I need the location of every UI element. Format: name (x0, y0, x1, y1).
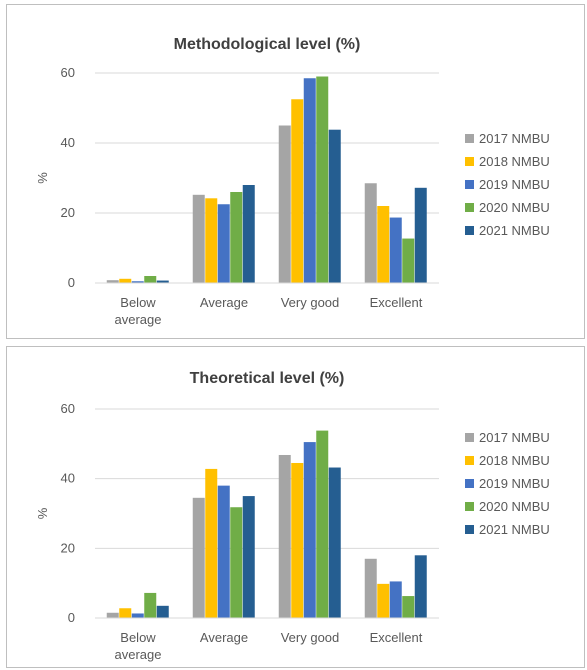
bar (402, 596, 415, 618)
bar (106, 612, 119, 618)
legend-label: 2017 NMBU (479, 131, 550, 146)
bar (316, 430, 329, 618)
bar (414, 187, 427, 283)
x-tick-label: Very good (281, 295, 340, 310)
bar (230, 192, 243, 283)
bar (242, 185, 255, 283)
legend-label: 2021 NMBU (479, 223, 550, 238)
legend-swatch (465, 433, 474, 442)
bar (156, 605, 169, 618)
legend-swatch (465, 180, 474, 189)
bar (377, 206, 390, 283)
legend-swatch (465, 157, 474, 166)
bar (291, 99, 304, 283)
legend-label: 2020 NMBU (479, 200, 550, 215)
y-axis-label: % (35, 507, 50, 519)
x-tick-label: average (115, 647, 162, 662)
bar (217, 204, 230, 283)
bar (131, 281, 144, 283)
bar (217, 485, 230, 618)
bar (364, 558, 377, 618)
bar (144, 276, 157, 283)
y-tick-label: 40 (61, 135, 75, 150)
bar (205, 198, 218, 283)
y-tick-label: 0 (68, 275, 75, 290)
x-tick-label: Excellent (370, 630, 423, 645)
bar (242, 496, 255, 618)
bar (278, 125, 291, 283)
bar (291, 462, 304, 618)
bar (192, 194, 205, 283)
bar (402, 238, 415, 283)
legend-swatch (465, 525, 474, 534)
bar (192, 497, 205, 618)
y-tick-label: 40 (61, 471, 75, 486)
bar (230, 507, 243, 618)
legend-label: 2017 NMBU (479, 430, 550, 445)
bar (364, 183, 377, 283)
y-tick-label: 0 (68, 610, 75, 625)
legend-label: 2021 NMBU (479, 522, 550, 537)
bar (131, 613, 144, 618)
bar (389, 581, 402, 618)
y-tick-label: 60 (61, 401, 75, 416)
legend-swatch (465, 479, 474, 488)
legend-swatch (465, 203, 474, 212)
y-axis-label: % (35, 172, 50, 184)
y-tick-label: 20 (61, 205, 75, 220)
x-tick-label: Excellent (370, 295, 423, 310)
x-tick-label: Below (120, 630, 156, 645)
x-tick-label: Average (200, 295, 248, 310)
bar (278, 454, 291, 618)
legend-label: 2019 NMBU (479, 476, 550, 491)
bar (303, 442, 316, 618)
x-tick-label: Very good (281, 630, 340, 645)
bar (106, 280, 119, 283)
x-tick-label: average (115, 312, 162, 327)
legend-swatch (465, 134, 474, 143)
legend-label: 2020 NMBU (479, 499, 550, 514)
bar (119, 608, 132, 618)
bar (156, 280, 169, 283)
bar (414, 555, 427, 618)
bar (119, 278, 132, 283)
bar (303, 78, 316, 283)
methodological-chart: Methodological level (%) 0 20 40 60% Below ave… (35, 36, 550, 327)
legend-swatch (465, 502, 474, 511)
legend-label: 2018 NMBU (479, 453, 550, 468)
legend-label: 2019 NMBU (479, 177, 550, 192)
bar (328, 467, 341, 618)
legend-swatch (465, 456, 474, 465)
bar (316, 76, 329, 283)
bar (328, 129, 341, 283)
theoretical-chart-panel: Theoretical level (%) 0 20 40 60% Below averag… (6, 346, 585, 668)
chart-title: Methodological level (%) (174, 36, 361, 53)
theoretical-chart: Theoretical level (%) 0 20 40 60% Below averag… (35, 370, 550, 662)
bar (377, 583, 390, 618)
legend-label: 2018 NMBU (479, 154, 550, 169)
methodological-chart-panel: Methodological level (%) 0 20 40 60% Below ave… (6, 4, 585, 339)
chart-title: Theoretical level (%) (190, 370, 345, 387)
y-tick-label: 20 (61, 540, 75, 555)
y-tick-label: 60 (61, 65, 75, 80)
x-tick-label: Average (200, 630, 248, 645)
legend-swatch (465, 226, 474, 235)
bar (144, 592, 157, 618)
bar (205, 468, 218, 618)
bar (389, 217, 402, 283)
x-tick-label: Below (120, 295, 156, 310)
